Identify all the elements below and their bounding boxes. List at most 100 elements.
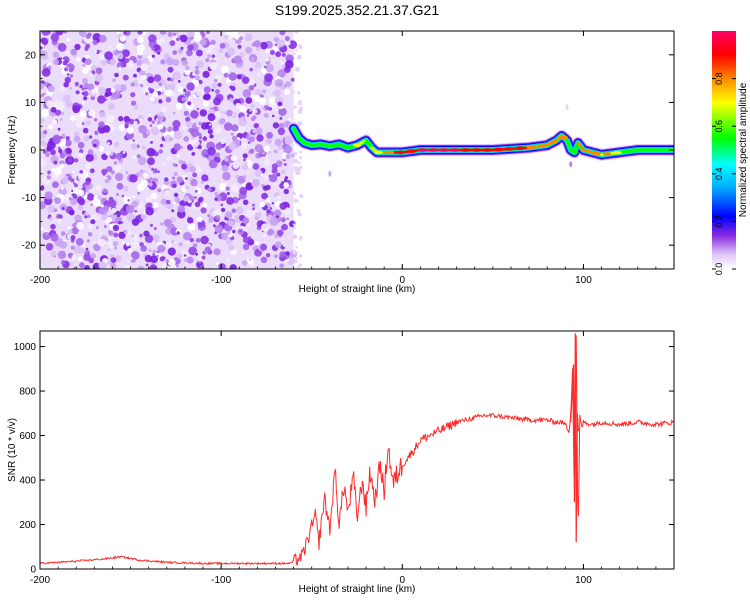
noise-blob (252, 163, 260, 170)
noise-blob (151, 54, 155, 58)
noise-blob (40, 226, 44, 231)
noise-blob (77, 141, 85, 149)
noise-blob (120, 221, 124, 224)
snr-ytick-label: 0 (30, 565, 36, 576)
noise-blob (274, 241, 282, 249)
noise-blob (122, 74, 129, 81)
noise-blob (71, 254, 77, 260)
noise-blob (181, 97, 186, 102)
noise-blob (266, 209, 271, 214)
noise-blob (180, 146, 184, 149)
noise-blob (271, 163, 278, 170)
noise-blob (225, 238, 232, 245)
noise-blob (75, 120, 83, 128)
noise-blob (214, 191, 219, 196)
noise-blob (54, 197, 61, 204)
noise-blob (159, 38, 165, 43)
noise-blob (297, 212, 302, 217)
noise-blob (95, 67, 103, 75)
noise-blob (210, 39, 216, 45)
noise-blob (182, 195, 189, 202)
noise-blob (219, 182, 227, 191)
noise-blob (40, 83, 45, 90)
noise-blob (73, 266, 77, 269)
noise-blob (79, 262, 85, 268)
noise-blob (113, 232, 119, 238)
noise-blob (165, 259, 170, 263)
noise-blob (152, 91, 159, 98)
noise-blob (40, 118, 44, 124)
noise-blob (255, 245, 258, 248)
noise-blob (265, 197, 271, 203)
noise-blob (130, 100, 137, 106)
noise-blob (274, 108, 278, 112)
noise-blob (269, 49, 275, 56)
noise-blob (88, 223, 94, 229)
noise-blob (292, 91, 295, 94)
noise-blob (148, 249, 152, 253)
noise-blob (106, 166, 113, 173)
noise-blob (53, 160, 58, 165)
noise-blob (132, 195, 135, 198)
noise-blob (110, 170, 115, 175)
noise-blob (232, 229, 236, 234)
noise-blob (172, 59, 180, 66)
noise-blob (222, 171, 231, 181)
noise-blob (185, 116, 191, 123)
noise-blob (252, 205, 256, 209)
noise-blob (111, 207, 117, 213)
noise-blob (190, 178, 198, 187)
noise-blob (299, 235, 303, 239)
noise-blob (134, 209, 138, 213)
noise-blob (185, 65, 190, 71)
noise-blob (160, 222, 164, 226)
noise-blob (249, 109, 252, 112)
noise-blob (200, 180, 204, 184)
noise-blob (169, 137, 173, 141)
noise-blob (60, 231, 66, 236)
noise-blob (255, 241, 260, 246)
noise-blob (215, 142, 223, 150)
ridge-hotspot (417, 148, 428, 152)
noise-blob (126, 126, 134, 134)
noise-blob (186, 82, 195, 91)
noise-blob (189, 195, 195, 201)
noise-blob (123, 185, 129, 192)
noise-blob (50, 223, 56, 230)
noise-blob (62, 94, 71, 103)
noise-blob (70, 262, 74, 266)
noise-blob (157, 115, 164, 122)
snr-xtick-label: -200 (30, 575, 50, 586)
noise-blob (148, 138, 152, 142)
noise-blob (245, 46, 253, 54)
noise-blob (86, 239, 90, 243)
noise-blob (236, 74, 242, 80)
noise-blob (296, 208, 301, 213)
noise-blob (81, 92, 85, 95)
noise-blob (44, 191, 53, 200)
snr-xlabel: Height of straight line (km) (299, 584, 416, 595)
noise-blob (223, 122, 233, 131)
ridge-hotspot (331, 143, 339, 147)
noise-blob (58, 148, 63, 154)
noise-blob (217, 107, 221, 111)
noise-blob (283, 89, 290, 96)
ridge-hotspot (406, 149, 417, 153)
noise-blob (82, 67, 89, 75)
noise-blob (137, 183, 145, 191)
colorbar-axes: 0.0 0.2 0.4 0.6 0.8 (712, 72, 736, 275)
noise-blob (42, 232, 51, 240)
noise-blob (279, 116, 283, 120)
noise-blob (137, 265, 144, 269)
noise-blob (99, 54, 106, 61)
noise-blob (130, 82, 135, 87)
noise-blob (283, 207, 291, 215)
noise-blob (108, 196, 114, 202)
noise-blob (275, 51, 281, 58)
noise-blob (82, 77, 88, 84)
noise-blob (201, 174, 209, 182)
noise-blob (52, 119, 58, 125)
noise-blob (148, 182, 153, 187)
noise-blob (232, 161, 240, 169)
noise-blob (172, 176, 175, 180)
